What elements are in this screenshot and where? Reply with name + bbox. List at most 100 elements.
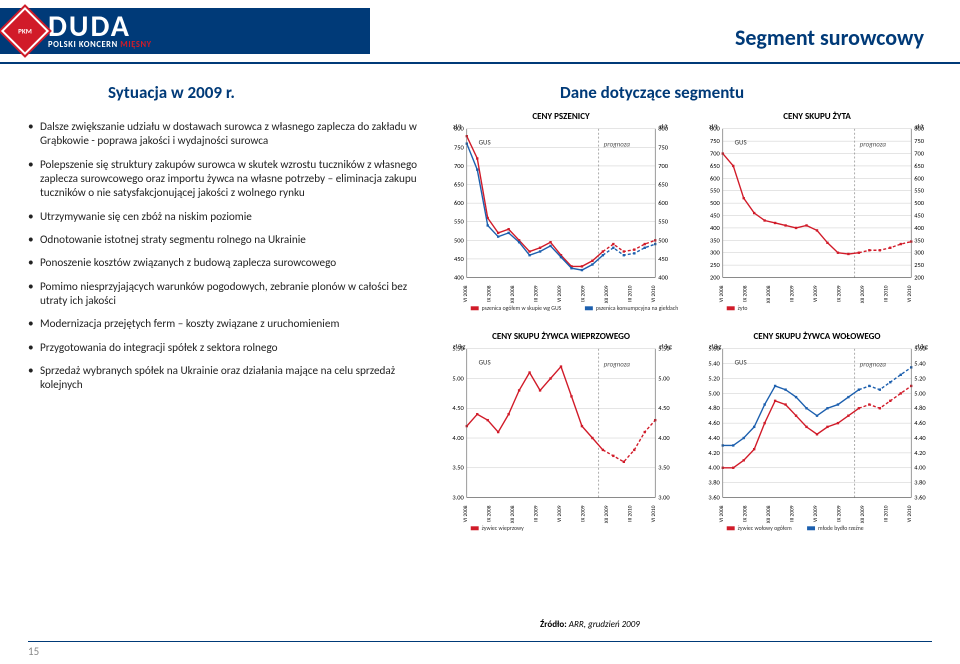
- svg-text:zł/kg: zł/kg: [453, 343, 466, 351]
- bullet-item: Odnotowanie istotnej straty segmentu rol…: [28, 233, 420, 247]
- footer-divider: [28, 641, 932, 642]
- svg-text:IX 2009: IX 2009: [837, 285, 843, 302]
- svg-text:5.20: 5.20: [708, 374, 720, 382]
- svg-text:4.20: 4.20: [708, 449, 720, 457]
- logo-diamond-icon: [1, 7, 49, 55]
- svg-text:600: 600: [454, 199, 465, 207]
- source-label: Źródło:: [540, 619, 567, 630]
- chart-title: CENY PSZENICY: [439, 109, 683, 122]
- chart-svg: 3.003.504.004.505.005.503.003.504.004.50…: [439, 342, 683, 538]
- svg-text:prognoza: prognoza: [860, 360, 887, 369]
- chart-title: CENY SKUPU ŻYWCA WIEPRZOWEGO: [439, 329, 683, 342]
- svg-text:pszenica ogółem w skupie wg GU: pszenica ogółem w skupie wg GUS: [482, 305, 562, 312]
- svg-text:prognoza: prognoza: [604, 360, 631, 369]
- svg-text:XII 2009: XII 2009: [604, 505, 610, 523]
- svg-text:450: 450: [914, 212, 925, 220]
- svg-text:VI 2010: VI 2010: [907, 505, 913, 522]
- svg-text:prognoza: prognoza: [604, 140, 631, 149]
- svg-text:450: 450: [710, 212, 721, 220]
- svg-text:550: 550: [914, 187, 925, 195]
- svg-text:250: 250: [914, 261, 925, 269]
- svg-text:GUS: GUS: [479, 138, 491, 147]
- svg-text:żywiec wołowy ogółem: żywiec wołowy ogółem: [738, 525, 792, 532]
- svg-text:4.80: 4.80: [914, 404, 926, 412]
- svg-text:VI 2009: VI 2009: [813, 505, 819, 522]
- logo-sub: POLSKI KONCERN MIĘSNY: [48, 40, 152, 50]
- svg-text:750: 750: [914, 137, 925, 145]
- bullet-item: Polepszenie się struktury zakupów surowc…: [28, 158, 420, 201]
- svg-text:700: 700: [710, 150, 721, 158]
- chart-svg: 2002503003504004505005506006507007508002…: [695, 122, 939, 318]
- svg-text:III 2010: III 2010: [628, 285, 634, 302]
- svg-text:350: 350: [914, 236, 925, 244]
- svg-text:VI 2008: VI 2008: [719, 285, 725, 302]
- svg-text:zł/kg: zł/kg: [915, 343, 928, 351]
- svg-text:XII 2009: XII 2009: [860, 505, 866, 523]
- chart-pszenica: CENY PSZENICY 40045050055060065070075080…: [438, 108, 684, 318]
- svg-text:IX 2008: IX 2008: [486, 285, 492, 302]
- bullet-item: Ponoszenie kosztów związanych z budową z…: [28, 256, 420, 270]
- svg-text:550: 550: [658, 218, 669, 226]
- svg-text:450: 450: [454, 255, 465, 263]
- svg-text:żywiec wieprzowy: żywiec wieprzowy: [482, 525, 524, 532]
- svg-text:VI 2009: VI 2009: [557, 505, 563, 522]
- svg-text:3.60: 3.60: [914, 494, 926, 502]
- svg-text:4.60: 4.60: [914, 419, 926, 427]
- chart-title: CENY SKUPU ŻYWCA WOŁOWEGO: [695, 329, 939, 342]
- svg-text:4.50: 4.50: [658, 404, 670, 412]
- svg-text:XII 2008: XII 2008: [766, 285, 772, 303]
- svg-text:3.80: 3.80: [708, 479, 720, 487]
- svg-text:III 2009: III 2009: [789, 505, 795, 522]
- bullet-item: Sprzedaż wybranych spółek na Ukrainie or…: [28, 364, 420, 393]
- page-number: 15: [28, 645, 39, 658]
- svg-text:5.20: 5.20: [914, 374, 926, 382]
- svg-text:3.80: 3.80: [914, 479, 926, 487]
- logo-sub-white: POLSKI KONCERN: [48, 40, 120, 50]
- chart-svg: 3.603.804.004.204.404.604.805.005.205.40…: [695, 342, 939, 538]
- chart-wolowy: CENY SKUPU ŻYWCA WOŁOWEGO 3.603.804.004.…: [694, 328, 940, 538]
- svg-text:III 2010: III 2010: [884, 505, 890, 522]
- svg-text:700: 700: [454, 162, 465, 170]
- svg-text:250: 250: [710, 261, 721, 269]
- svg-text:3.50: 3.50: [452, 464, 464, 472]
- svg-text:IX 2009: IX 2009: [837, 505, 843, 522]
- svg-text:XII 2008: XII 2008: [510, 285, 516, 303]
- svg-text:III 2010: III 2010: [884, 285, 890, 302]
- chart-wieprzowy: CENY SKUPU ŻYWCA WIEPRZOWEGO 3.003.504.0…: [438, 328, 684, 538]
- bullet-item: Modernizacja przejętych ferm – koszty zw…: [28, 317, 420, 331]
- svg-text:XII 2008: XII 2008: [510, 505, 516, 523]
- svg-text:IX 2008: IX 2008: [742, 505, 748, 522]
- svg-text:VI 2008: VI 2008: [463, 505, 469, 522]
- svg-text:młode bydło rzeźne: młode bydło rzeźne: [818, 525, 864, 532]
- svg-text:IX 2008: IX 2008: [742, 285, 748, 302]
- charts-grid: CENY PSZENICY 40045050055060065070075080…: [438, 108, 940, 538]
- svg-text:VI 2009: VI 2009: [557, 285, 563, 302]
- svg-text:5.40: 5.40: [708, 360, 720, 368]
- svg-text:200: 200: [914, 274, 925, 282]
- svg-text:650: 650: [454, 181, 465, 189]
- chart-zyto: CENY SKUPU ŻYTA 200250300350400450500550…: [694, 108, 940, 318]
- svg-text:VI 2010: VI 2010: [651, 285, 657, 302]
- svg-text:200: 200: [710, 274, 721, 282]
- svg-text:500: 500: [454, 236, 465, 244]
- svg-text:700: 700: [914, 150, 925, 158]
- svg-text:GUS: GUS: [735, 358, 747, 367]
- svg-text:300: 300: [710, 249, 721, 257]
- svg-text:400: 400: [454, 274, 465, 282]
- svg-text:400: 400: [914, 224, 925, 232]
- svg-text:4.60: 4.60: [708, 419, 720, 427]
- source-text: ARR, grudzień 2009: [567, 619, 640, 630]
- svg-text:700: 700: [658, 162, 669, 170]
- svg-text:zł/t: zł/t: [453, 123, 463, 131]
- svg-text:IX 2008: IX 2008: [486, 505, 492, 522]
- svg-text:500: 500: [710, 199, 721, 207]
- svg-text:550: 550: [454, 218, 465, 226]
- svg-text:IX 2009: IX 2009: [581, 285, 587, 302]
- svg-text:650: 650: [914, 162, 925, 170]
- svg-text:zł/kg: zł/kg: [659, 343, 672, 351]
- svg-text:350: 350: [710, 236, 721, 244]
- svg-text:VI 2010: VI 2010: [907, 285, 913, 302]
- svg-text:VI 2010: VI 2010: [651, 505, 657, 522]
- svg-text:III 2010: III 2010: [628, 505, 634, 522]
- svg-text:600: 600: [658, 199, 669, 207]
